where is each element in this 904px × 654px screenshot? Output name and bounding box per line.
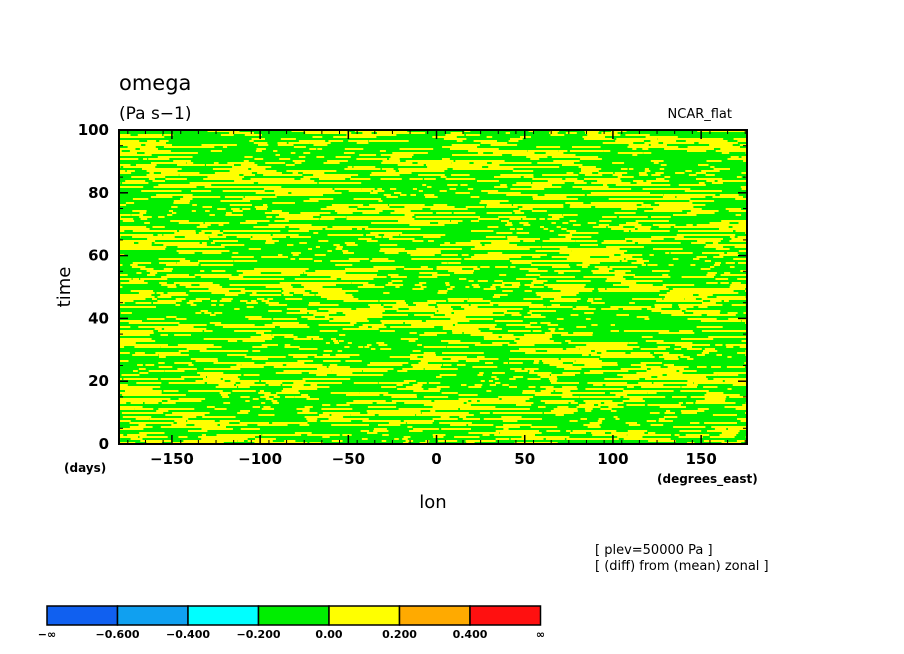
chart-units: (Pa s−1) — [119, 104, 192, 124]
colorbar-swatch — [469, 605, 542, 626]
plot-frame — [118, 129, 748, 445]
colorbar-swatch — [398, 605, 471, 626]
colorbar-swatch — [328, 605, 401, 626]
colorbar-swatch — [116, 605, 189, 626]
x-tick-label: 50 — [514, 450, 535, 468]
y-tick-label: 20 — [88, 372, 109, 390]
colorbar-label: −∞ — [38, 628, 56, 641]
x-tick-label: 0 — [431, 450, 441, 468]
y-tick-label: 60 — [88, 247, 109, 265]
colorbar-label: −0.200 — [236, 628, 280, 641]
x-axis-label: lon — [419, 492, 446, 513]
y-axis-label: time — [54, 267, 75, 308]
annotation-plev: [ plev=50000 Pa ] — [595, 543, 713, 558]
axis-ticks — [119, 129, 747, 445]
heatmap-field — [119, 130, 747, 444]
x-units-label: (degrees_east) — [657, 472, 758, 487]
colorbar-label: −0.600 — [95, 628, 139, 641]
colorbar-label: 0.200 — [382, 628, 417, 641]
x-tick-label: 150 — [685, 450, 716, 468]
chart-title: omega — [119, 71, 191, 95]
y-units-label: (days) — [64, 461, 106, 475]
case-label: NCAR_flat — [668, 107, 732, 122]
colorbar: −∞ −0.600 −0.400 −0.200 0.00 0.200 0.400 ∞ — [38, 605, 545, 641]
x-tick-label: −50 — [332, 450, 365, 468]
colorbar-label: 0.00 — [315, 628, 342, 641]
x-tick-labels: −150 −100 −50 0 50 100 150 — [150, 450, 717, 468]
colorbar-swatch — [257, 605, 330, 626]
x-tick-label: −150 — [150, 450, 194, 468]
colorbar-swatch — [187, 605, 260, 626]
colorbar-label: ∞ — [536, 628, 545, 641]
y-tick-labels: 0 20 40 60 80 100 — [78, 121, 109, 453]
y-tick-label: 40 — [88, 309, 109, 327]
y-tick-label: 0 — [99, 435, 109, 453]
y-tick-label: 100 — [78, 121, 109, 139]
colorbar-swatch — [46, 605, 119, 626]
y-tick-label: 80 — [88, 184, 109, 202]
heatmap-positive-cells — [119, 130, 747, 444]
colorbar-label: −0.400 — [166, 628, 210, 641]
x-tick-label: −100 — [238, 450, 282, 468]
annotation-diff: [ (diff) from (mean) zonal ] — [595, 559, 769, 574]
plot-area — [118, 129, 748, 445]
colorbar-label: 0.400 — [453, 628, 488, 641]
x-tick-label: 100 — [597, 450, 628, 468]
